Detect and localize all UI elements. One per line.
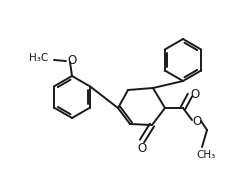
Text: CH₃: CH₃ [196,150,216,160]
Text: O: O [192,115,202,127]
Text: O: O [190,88,200,100]
Text: H₃C: H₃C [29,53,48,63]
Text: O: O [67,54,77,67]
Text: O: O [137,142,147,154]
